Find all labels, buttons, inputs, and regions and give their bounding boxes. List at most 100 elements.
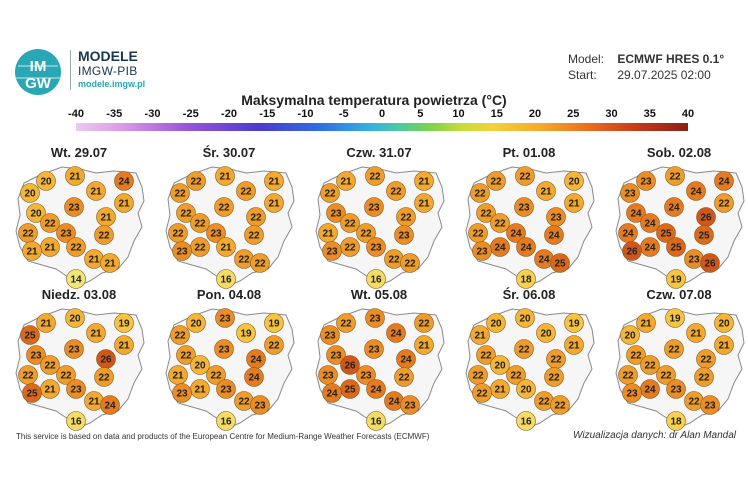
city-temperature-marker[interactable]: 21 [216, 237, 236, 257]
city-temperature-marker[interactable]: 22 [176, 203, 196, 223]
city-temperature-marker[interactable]: 22 [476, 203, 496, 223]
city-temperature-marker[interactable]: 16 [366, 269, 386, 289]
city-temperature-marker[interactable]: 21 [490, 379, 510, 399]
city-temperature-marker[interactable]: 23 [64, 197, 84, 217]
city-temperature-marker[interactable]: 24 [640, 379, 660, 399]
city-temperature-marker[interactable]: 22 [365, 166, 385, 186]
city-temperature-marker[interactable]: 22 [94, 367, 114, 387]
city-temperature-marker[interactable]: 22 [356, 223, 376, 243]
city-temperature-marker[interactable]: 22 [472, 383, 492, 403]
brand-url-link[interactable]: modele.imgw.pl [78, 79, 146, 89]
city-temperature-marker[interactable]: 22 [170, 183, 190, 203]
city-temperature-marker[interactable]: 21 [36, 313, 56, 333]
city-temperature-marker[interactable]: 25 [656, 223, 676, 243]
city-temperature-marker[interactable]: 22 [336, 313, 356, 333]
city-temperature-marker[interactable]: 24 [396, 349, 416, 369]
city-temperature-marker[interactable]: 22 [94, 225, 114, 245]
city-temperature-marker[interactable]: 22 [18, 223, 38, 243]
city-temperature-marker[interactable]: 22 [56, 365, 76, 385]
city-temperature-marker[interactable]: 23 [326, 345, 346, 365]
city-temperature-marker[interactable]: 22 [664, 339, 684, 359]
city-temperature-marker[interactable]: 22 [264, 335, 284, 355]
city-temperature-marker[interactable]: 23 [56, 223, 76, 243]
city-temperature-marker[interactable]: 19 [114, 313, 134, 333]
city-temperature-marker[interactable]: 22 [640, 355, 660, 375]
city-temperature-marker[interactable]: 20 [190, 355, 210, 375]
city-temperature-marker[interactable]: 22 [186, 171, 206, 191]
city-temperature-marker[interactable]: 22 [486, 171, 506, 191]
city-temperature-marker[interactable]: 24 [246, 349, 266, 369]
city-temperature-marker[interactable]: 23 [172, 241, 192, 261]
city-temperature-marker[interactable]: 24 [544, 225, 564, 245]
city-temperature-marker[interactable]: 21 [636, 313, 656, 333]
city-temperature-marker[interactable]: 19 [564, 313, 584, 333]
city-temperature-marker[interactable]: 22 [66, 237, 86, 257]
city-temperature-marker[interactable]: 19 [264, 313, 284, 333]
city-temperature-marker[interactable]: 23 [206, 223, 226, 243]
city-temperature-marker[interactable]: 18 [516, 269, 536, 289]
city-temperature-marker[interactable]: 24 [244, 367, 264, 387]
city-temperature-marker[interactable]: 21 [264, 193, 284, 213]
city-temperature-marker[interactable]: 22 [506, 365, 526, 385]
city-temperature-marker[interactable]: 26 [340, 355, 360, 375]
city-temperature-marker[interactable]: 21 [318, 223, 338, 243]
city-temperature-marker[interactable]: 20 [186, 313, 206, 333]
city-temperature-marker[interactable]: 23 [684, 249, 704, 269]
city-temperature-marker[interactable]: 23 [400, 395, 420, 415]
city-temperature-marker[interactable]: 21 [564, 193, 584, 213]
city-temperature-marker[interactable]: 21 [215, 166, 235, 186]
city-temperature-marker[interactable]: 21 [22, 241, 42, 261]
city-temperature-marker[interactable]: 22 [40, 213, 60, 233]
city-temperature-marker[interactable]: 25 [694, 225, 714, 245]
city-temperature-marker[interactable]: 22 [546, 349, 566, 369]
city-temperature-marker[interactable]: 23 [326, 203, 346, 223]
city-temperature-marker[interactable]: 23 [66, 379, 86, 399]
city-temperature-marker[interactable]: 20 [515, 308, 535, 328]
city-temperature-marker[interactable]: 23 [366, 237, 386, 257]
city-temperature-marker[interactable]: 22 [490, 213, 510, 233]
city-temperature-marker[interactable]: 23 [215, 308, 235, 328]
city-temperature-marker[interactable]: 26 [96, 349, 116, 369]
city-temperature-marker[interactable]: 16 [216, 269, 236, 289]
city-temperature-marker[interactable]: 20 [490, 355, 510, 375]
city-temperature-marker[interactable]: 19 [665, 308, 685, 328]
city-temperature-marker[interactable]: 24 [618, 223, 638, 243]
city-temperature-marker[interactable]: 23 [514, 197, 534, 217]
city-temperature-marker[interactable]: 25 [22, 383, 42, 403]
city-temperature-marker[interactable]: 22 [246, 207, 266, 227]
city-temperature-marker[interactable]: 21 [264, 171, 284, 191]
city-temperature-marker[interactable]: 24 [714, 171, 734, 191]
city-temperature-marker[interactable]: 22 [40, 355, 60, 375]
city-temperature-marker[interactable]: 23 [700, 395, 720, 415]
city-temperature-marker[interactable]: 21 [536, 181, 556, 201]
city-temperature-marker[interactable]: 24 [490, 237, 510, 257]
city-temperature-marker[interactable]: 22 [656, 365, 676, 385]
city-temperature-marker[interactable]: 21 [414, 193, 434, 213]
city-temperature-marker[interactable]: 22 [400, 253, 420, 273]
city-temperature-marker[interactable]: 21 [114, 335, 134, 355]
city-temperature-marker[interactable]: 22 [626, 345, 646, 365]
city-temperature-marker[interactable]: 21 [65, 166, 85, 186]
city-temperature-marker[interactable]: 22 [534, 391, 554, 411]
city-temperature-marker[interactable]: 22 [320, 183, 340, 203]
city-temperature-marker[interactable]: 26 [622, 241, 642, 261]
city-temperature-marker[interactable]: 22 [714, 193, 734, 213]
city-temperature-marker[interactable]: 22 [340, 237, 360, 257]
city-temperature-marker[interactable]: 24 [366, 379, 386, 399]
city-temperature-marker[interactable]: 20 [516, 379, 536, 399]
city-temperature-marker[interactable]: 20 [65, 308, 85, 328]
city-temperature-marker[interactable]: 22 [468, 365, 488, 385]
city-temperature-marker[interactable]: 21 [686, 323, 706, 343]
city-temperature-marker[interactable]: 23 [318, 365, 338, 385]
city-temperature-marker[interactable]: 22 [190, 213, 210, 233]
city-temperature-marker[interactable]: 22 [514, 339, 534, 359]
city-temperature-marker[interactable]: 22 [550, 395, 570, 415]
city-temperature-marker[interactable]: 21 [84, 391, 104, 411]
city-temperature-marker[interactable]: 23 [666, 379, 686, 399]
city-temperature-marker[interactable]: 21 [714, 335, 734, 355]
city-temperature-marker[interactable]: 16 [516, 411, 536, 431]
city-temperature-marker[interactable]: 23 [322, 241, 342, 261]
city-temperature-marker[interactable]: 23 [364, 197, 384, 217]
city-temperature-marker[interactable]: 19 [236, 323, 256, 343]
city-temperature-marker[interactable]: 16 [66, 411, 86, 431]
